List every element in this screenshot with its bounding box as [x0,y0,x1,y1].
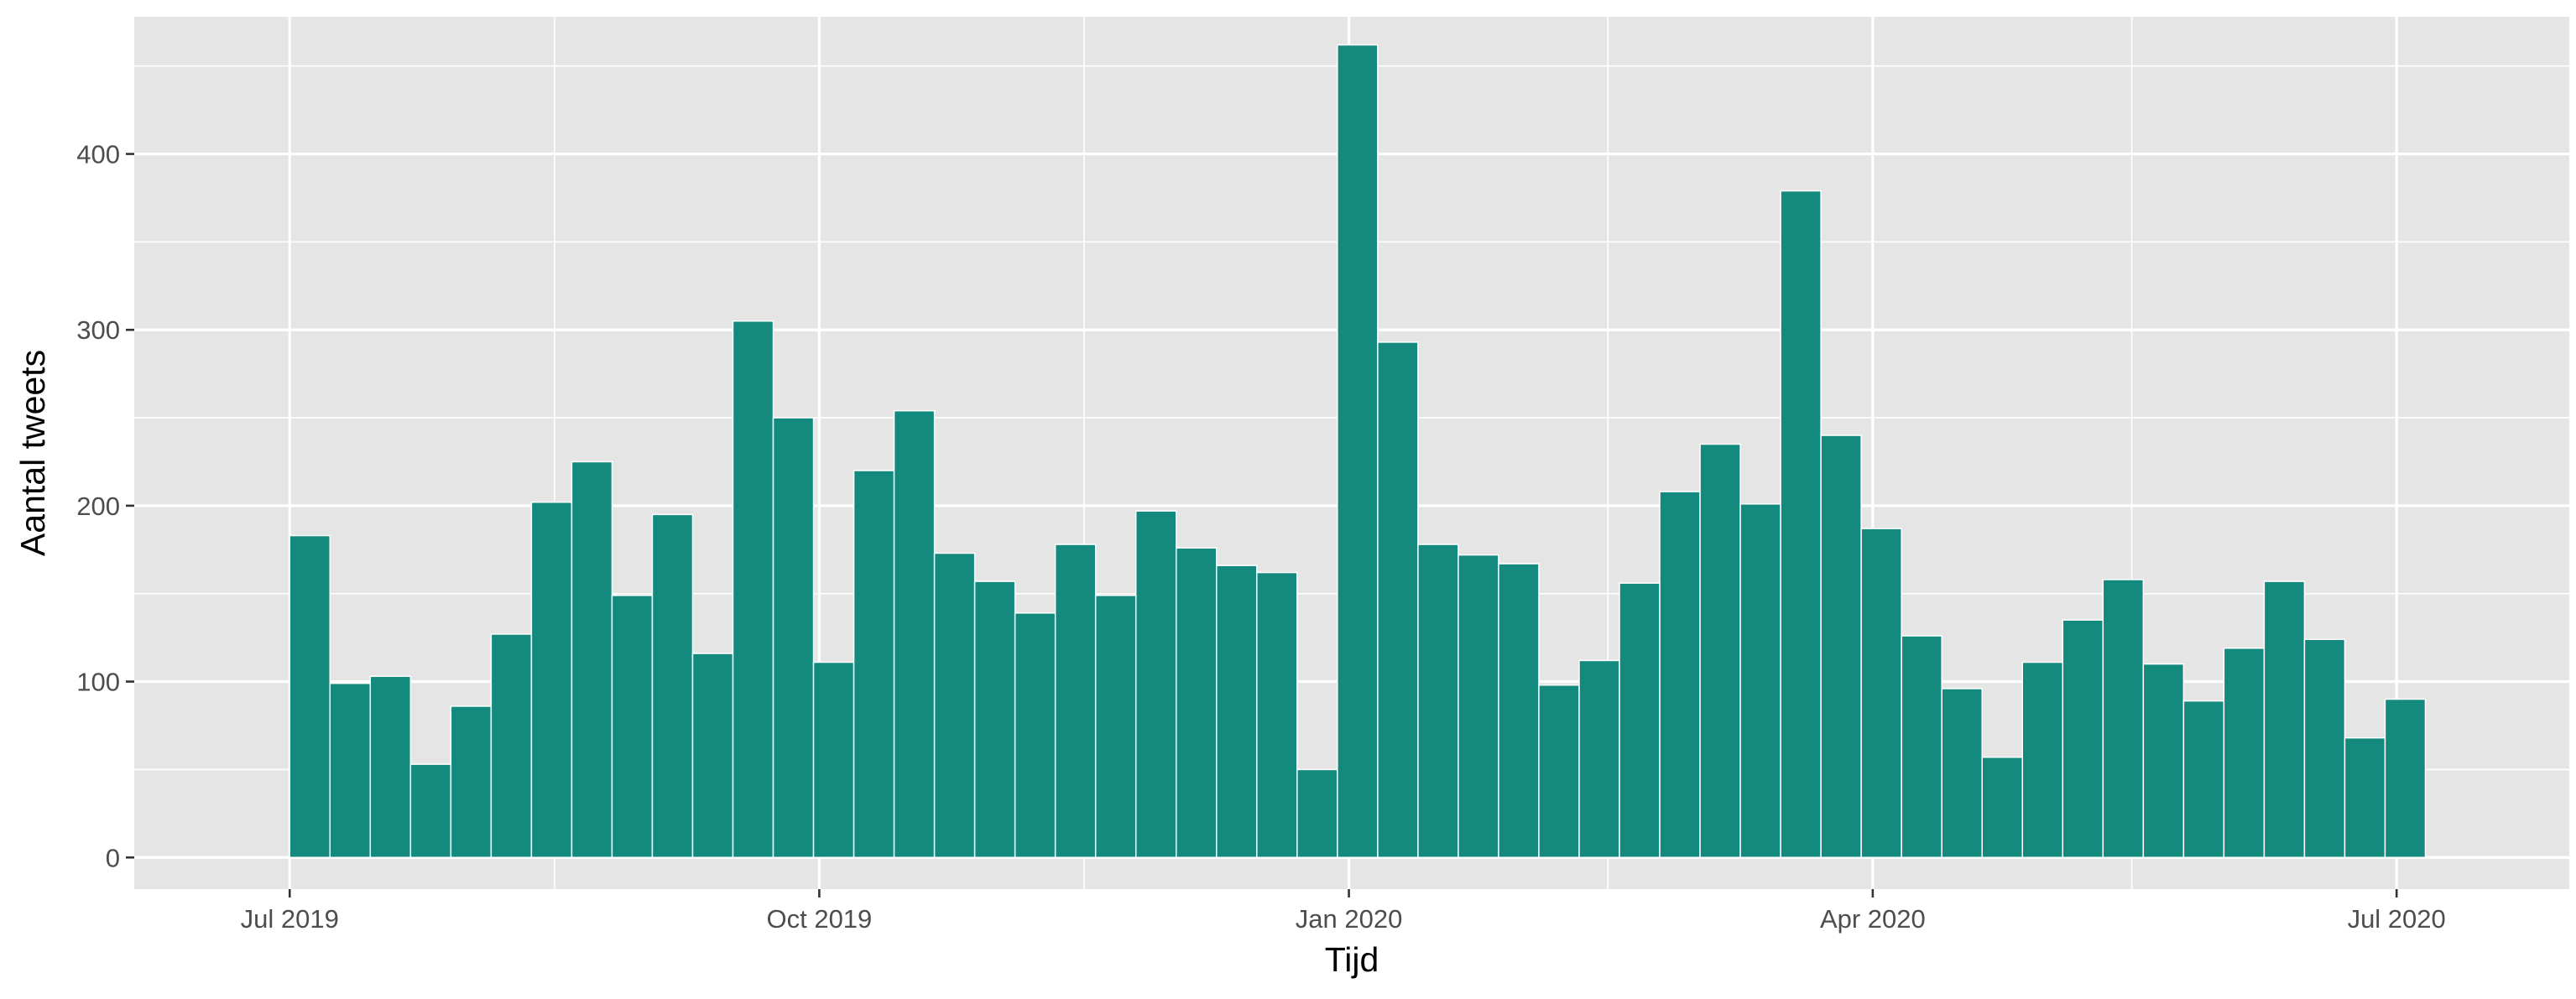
bar [1417,544,1459,859]
bar [611,595,654,859]
bar [329,682,372,859]
bar [1578,659,1620,859]
x-tick-label: Apr 2020 [1820,904,1926,934]
bar [1860,528,1902,859]
x-axis: Jul 2019 Oct 2019 Jan 2020 Apr 2020 Jul 2020 [241,889,2446,934]
bar [1538,684,1580,859]
bar [732,320,774,859]
y-axis: 0 100 200 300 400 [76,140,134,872]
bar [1256,571,1298,859]
x-tick-label: Oct 2019 [766,904,872,934]
y-tick-label: 100 [76,668,120,697]
bar [2142,663,2185,859]
bar [1134,510,1177,859]
bar [933,552,976,859]
y-tick-label: 300 [76,315,120,345]
bar [2182,700,2225,859]
bar [973,580,1016,859]
bar [1659,491,1701,859]
bar [2303,638,2346,859]
bar [2102,579,2145,859]
bar [1780,190,1822,859]
bar [1176,547,1218,859]
bar [2384,698,2427,859]
bar [1619,582,1661,859]
bar [1941,688,1983,859]
bar [571,460,613,859]
x-axis-title: Tijd [1325,940,1379,979]
x-tick-label: Jul 2020 [2348,904,2446,934]
bars [289,44,2427,859]
bar [772,417,815,859]
bar [409,763,452,859]
bar [1014,612,1056,859]
bar [1498,563,1540,859]
bar [1699,443,1741,859]
bar [2263,580,2306,859]
bar [1981,756,2024,859]
x-tick-label: Jan 2020 [1296,904,1403,934]
y-tick-label: 400 [76,140,120,169]
bar [1216,565,1258,859]
bar [1739,503,1781,859]
bar [812,661,855,859]
x-tick-label: Jul 2019 [241,904,339,934]
bar [1377,341,1419,859]
bar [369,675,412,859]
bar [691,653,734,859]
bar [530,501,573,859]
bar [1457,554,1499,859]
bar [450,705,493,859]
bar [2021,661,2064,859]
bar [2062,619,2104,859]
bar [2344,736,2386,859]
bar [651,513,694,859]
bar [1296,768,1338,859]
y-tick-label: 0 [106,843,120,872]
y-axis-title: Aantal tweets [13,350,52,556]
bar [1094,595,1137,859]
y-tick-label: 200 [76,492,120,521]
bar [2223,647,2266,859]
bar [853,470,895,859]
bar [1820,434,1862,859]
bar [1054,544,1097,859]
bar [893,409,936,859]
bar [289,534,331,859]
bar [1901,635,1942,859]
bar [1337,44,1379,859]
bar [490,633,533,859]
